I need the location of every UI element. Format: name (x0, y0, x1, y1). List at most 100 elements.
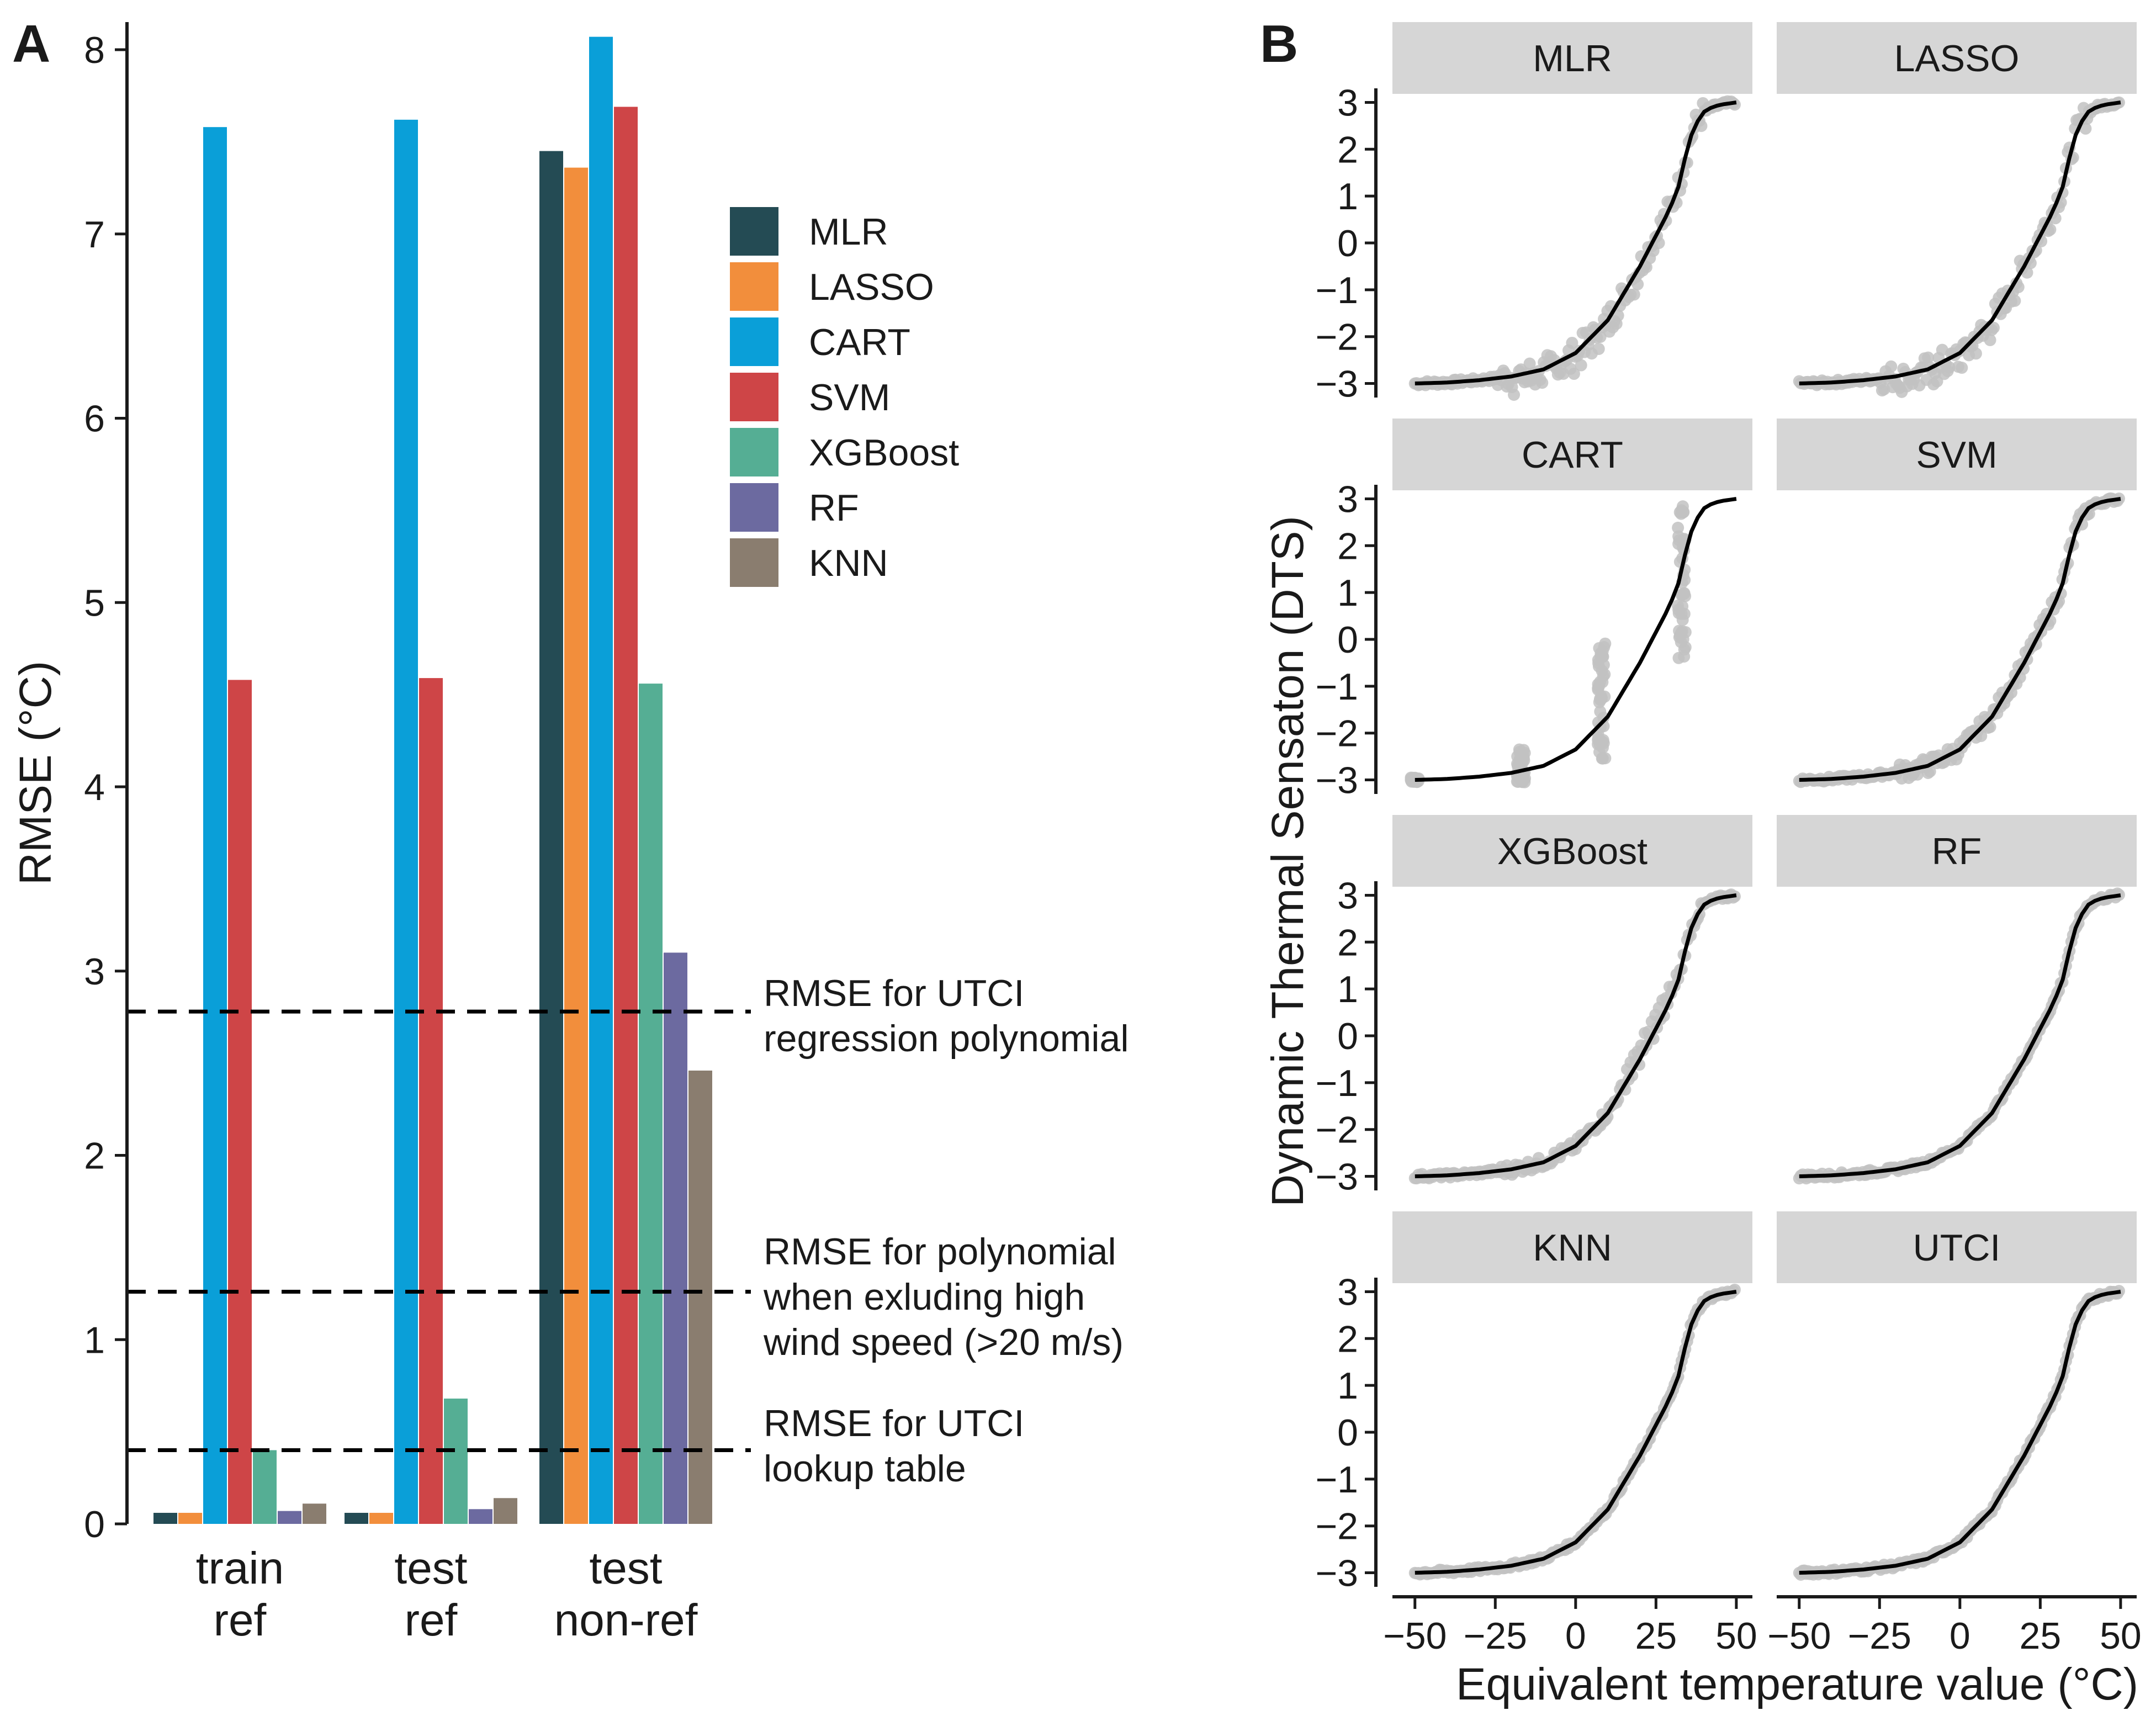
scatter-point (1596, 692, 1608, 705)
scatter-point (1594, 705, 1607, 718)
scatter-point (1969, 347, 1982, 360)
bar-cart-0 (203, 127, 227, 1524)
y-tick-label: 2 (1337, 1318, 1358, 1360)
facet-mlr: MLR 3 2 1 0 −1 −2 −3 (1315, 22, 1752, 405)
bar-mlr-2 (539, 151, 563, 1524)
y-tick-label: 3 (1337, 875, 1358, 917)
legend-label: LASSO (809, 266, 934, 308)
x-tick-label: 0 (1565, 1615, 1586, 1657)
legend-label: SVM (809, 377, 890, 419)
scatter-point (1885, 360, 1898, 373)
y-axis-title: Dynamic Thermal Sensaton (DTS) (1263, 516, 1313, 1207)
y-tick-label: 1 (84, 1319, 105, 1361)
x-tick-label: −50 (1383, 1615, 1447, 1657)
legend-swatch-lasso (730, 262, 778, 311)
scatter-point (1612, 309, 1624, 322)
scatter-point (1672, 603, 1685, 616)
bar-rf-1 (469, 1509, 492, 1524)
facet-svm: SVM (1777, 419, 2137, 788)
facet-strip (1392, 1211, 1752, 1283)
scatter-point (1924, 765, 1936, 778)
y-tick-label: 0 (1337, 1015, 1358, 1057)
y-tick-label: −1 (1315, 1062, 1358, 1104)
bar-rf-0 (278, 1511, 301, 1524)
scatter-point (2079, 122, 2092, 135)
reference-curve (1799, 100, 2121, 385)
x-tick-label: 50 (2100, 1615, 2142, 1657)
reference-annotation-text: wind speed (>20 m/s) (763, 1321, 1124, 1363)
scatter-point (1601, 1110, 1614, 1123)
scatter-point (1628, 288, 1640, 301)
bar-cart-2 (589, 36, 613, 1524)
bar-mlr-0 (153, 1512, 177, 1524)
y-tick-label: −2 (1315, 1506, 1358, 1548)
category-label: non-ref (554, 1595, 698, 1645)
facet-strip (1392, 419, 1752, 490)
category-label: ref (214, 1595, 267, 1645)
y-tick-label: −1 (1315, 666, 1358, 708)
panel-a-letter: A (12, 14, 50, 73)
facet-strip-label: CART (1522, 434, 1623, 476)
y-tick-label: 1 (1337, 176, 1358, 218)
y-tick-label: 0 (1337, 619, 1358, 661)
y-tick-label: 8 (84, 29, 105, 71)
facet-strip (1392, 815, 1752, 887)
y-tick-label: 1 (1337, 1365, 1358, 1407)
scatter-point (1511, 750, 1524, 763)
y-ticks: 0 1 2 3 4 5 6 7 8 (84, 29, 127, 1545)
scatter-point (2009, 294, 2021, 307)
y-tick-label: −1 (1315, 1459, 1358, 1501)
facet-strip-label: LASSO (1894, 38, 2020, 80)
legend-swatch-mlr (730, 207, 778, 256)
legend-swatch-rf (730, 483, 778, 532)
scatter-point (1516, 770, 1529, 783)
y-tick-label: 0 (1337, 223, 1358, 264)
scatter-point (1987, 321, 2000, 334)
scatter-point (1956, 362, 1968, 374)
reference-curve (1799, 893, 2121, 1178)
y-tick-label: 0 (84, 1503, 105, 1545)
y-tick-label: 2 (84, 1135, 105, 1177)
y-tick-label: 3 (84, 951, 105, 993)
panel-b-faceted-scatter: Dynamic Thermal Sensaton (DTS) Equivalen… (1263, 22, 2142, 1709)
facet-lasso: LASSO (1777, 22, 2137, 398)
x-tick-label: 50 (1715, 1615, 1757, 1657)
scatter-point (1593, 680, 1606, 692)
y-tick-label: 4 (84, 766, 105, 808)
facet-strip-label: XGBoost (1497, 830, 1648, 872)
y-tick-label: −1 (1315, 269, 1358, 311)
y-tick-label: 3 (1337, 478, 1358, 520)
scatter-point (1566, 336, 1578, 349)
scatter-points (1408, 95, 1741, 401)
facet-xgboost: XGBoost 3 2 1 0 −1 −2 −3 (1315, 815, 1752, 1198)
facet-strip (1777, 815, 2137, 887)
legend-swatch-cart (730, 317, 778, 366)
scatter-point (1596, 752, 1608, 765)
reference-curve (1799, 1290, 2121, 1575)
scatter-point (1631, 278, 1644, 290)
y-axis-title: RMSE (°C) (10, 661, 61, 885)
reference-annotation-text: lookup table (764, 1448, 966, 1490)
y-tick-label: −2 (1315, 316, 1358, 358)
y-tick-label: 6 (84, 398, 105, 440)
scatter-point (1567, 368, 1580, 380)
x-tick-label: −25 (1848, 1615, 1911, 1657)
y-tick-label: −3 (1315, 1553, 1358, 1595)
category-label: ref (405, 1595, 458, 1645)
facet-knn: KNN 3 2 1 0 −1 −2 −3 −50 −25 0 25 50 (1315, 1211, 1757, 1657)
x-tick-label: −50 (1767, 1615, 1831, 1657)
bar-mlr-1 (345, 1512, 368, 1524)
y-tick-label: −3 (1315, 1156, 1358, 1198)
reference-curve (1415, 893, 1737, 1178)
scatter-point (1592, 342, 1605, 355)
scatter-point (1523, 357, 1536, 370)
scatter-point (1594, 331, 1607, 343)
facet-strip-label: MLR (1533, 38, 1612, 80)
facet-strip (1392, 22, 1752, 94)
y-tick-label: 5 (84, 582, 105, 624)
scatter-point (1679, 626, 1692, 638)
reference-curve (1415, 100, 1737, 385)
facet-strip (1777, 1211, 2137, 1283)
reference-annotation-text: when exluding high (763, 1276, 1085, 1318)
